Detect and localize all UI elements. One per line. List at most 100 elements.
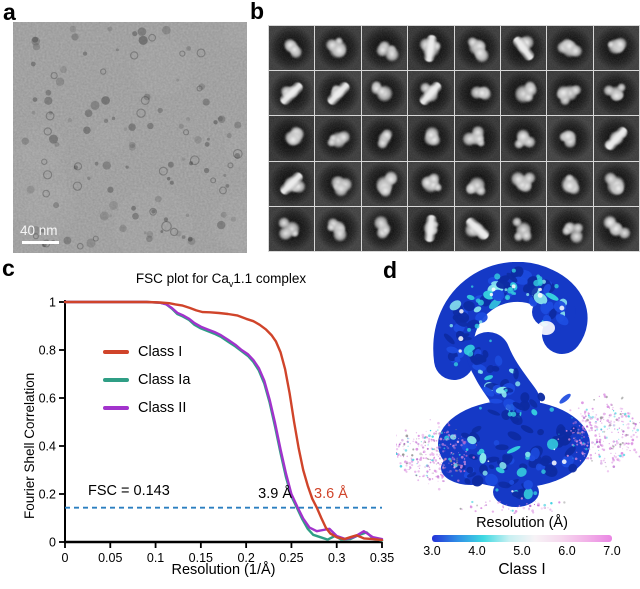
class-average-cell [547,71,593,116]
svg-text:0.8: 0.8 [39,344,56,358]
chart-title: FSC plot for Cav1.1 complex [60,271,382,289]
scale-bar-label: 40 nm [20,223,58,238]
class-average-cell [593,116,639,161]
legend-label-class-ii: Class II [138,400,187,416]
class-average-cell [361,206,408,251]
class-average-cell [593,161,639,206]
particle-blob [610,90,623,101]
density-map [381,261,640,515]
particle-blob [617,226,631,239]
fsc-chart: 0 0.05 0.1 0.15 0.2 0.25 0.3 0.35 0 0.2 0.4 0.6 0.8 1 [39,296,395,566]
svg-text:0: 0 [49,536,56,550]
x-axis-label: Resolution (1/Å) [171,562,276,578]
particle-blob [568,45,583,58]
class-average-cell [269,26,315,71]
class-average-cell [408,161,454,206]
colorbar-tick-label: 6.0 [558,544,576,558]
class-average-cell [361,161,408,206]
class-average-cell [454,206,500,251]
class-average-cell [269,206,315,251]
class-average-cell [547,206,593,251]
class-average-cell [500,26,547,71]
class-average-cell [315,206,361,251]
resolution-annotation-3-6: 3.6 Å [314,486,348,502]
panel-d-label: d [383,257,398,283]
legend-item-class-ii: Class II [103,398,186,418]
legend-item-class-i: Class I [103,342,182,362]
resolution-annotation-3-9: 3.9 Å [258,486,292,502]
colorbar-tick-label: 4.0 [468,544,486,558]
panel-c-label: c [2,255,15,281]
particle-blob [337,130,351,144]
class-average-cell [454,71,500,116]
particle-blob [380,226,390,235]
class-average-cell [315,71,361,116]
particle-blob [333,226,347,243]
particle-blob [286,133,301,146]
micrograph-image [0,14,267,267]
colorbar-tick-label: 7.0 [603,544,621,558]
svg-text:0.2: 0.2 [237,551,254,565]
class-average-cell [454,116,500,161]
chart-title-prefix: FSC plot for Ca [135,271,229,286]
colorbar-tick-label: 5.0 [513,544,531,558]
class-average-cell [500,206,547,251]
particle-blob [512,217,522,228]
particle-blob [290,44,300,55]
svg-text:1: 1 [49,296,56,310]
class-average-cell [315,26,361,71]
class-average-cell [547,116,593,161]
svg-text:0.4: 0.4 [39,440,56,454]
class-average-cell [269,71,315,116]
class-average-cell [269,161,315,206]
svg-text:0: 0 [62,551,69,565]
particle-blob [332,43,347,58]
legend-item-class-ia: Class Ia [103,370,190,390]
class-average-cell [547,26,593,71]
class-average-cell [269,116,315,161]
class-averages-grid [268,25,640,252]
panel-a-label: a [3,0,16,25]
chart-title-subscript: v [228,279,234,289]
map-caption: Class I [498,561,546,578]
class-average-cell [593,71,639,116]
colorbar-gradient [432,535,612,542]
particle-blob [525,83,537,98]
class-average-cell [593,26,639,71]
particle-blob [385,46,399,63]
class-average-cell [500,71,547,116]
svg-text:0.35: 0.35 [370,551,394,565]
particle-blob [603,171,618,185]
svg-text:0.3: 0.3 [328,551,345,565]
particle-blob [520,229,532,242]
particle-blob [326,138,337,147]
fsc-threshold-label: FSC = 0.143 [88,483,170,499]
particle-blob [461,132,477,147]
particle-blob [522,172,536,185]
particle-blob [334,182,349,197]
legend-swatch-class-ia [103,378,129,382]
particle-blob [616,82,627,92]
class-average-cell [500,161,547,206]
class-average-cell [361,26,408,71]
colorbar-tick-label: 3.0 [423,544,441,558]
particle-blob [516,128,531,143]
class-average-cell [361,71,408,116]
density-map-image [381,261,640,515]
class-average-cell [408,26,454,71]
class-average-cell [315,161,361,206]
svg-text:0.05: 0.05 [98,551,122,565]
class-average-cell [408,206,454,251]
legend-label-class-ia: Class Ia [138,372,191,388]
class-average-cell [361,116,408,161]
class-average-cell [408,71,454,116]
legend-label-class-i: Class I [138,344,183,360]
particle-blob [561,129,576,142]
svg-text:0.25: 0.25 [279,551,303,565]
class-average-cell [500,116,547,161]
class-average-cell [454,26,500,71]
svg-text:0.15: 0.15 [189,551,213,565]
particle-blob [334,37,343,45]
class-average-cell [547,161,593,206]
